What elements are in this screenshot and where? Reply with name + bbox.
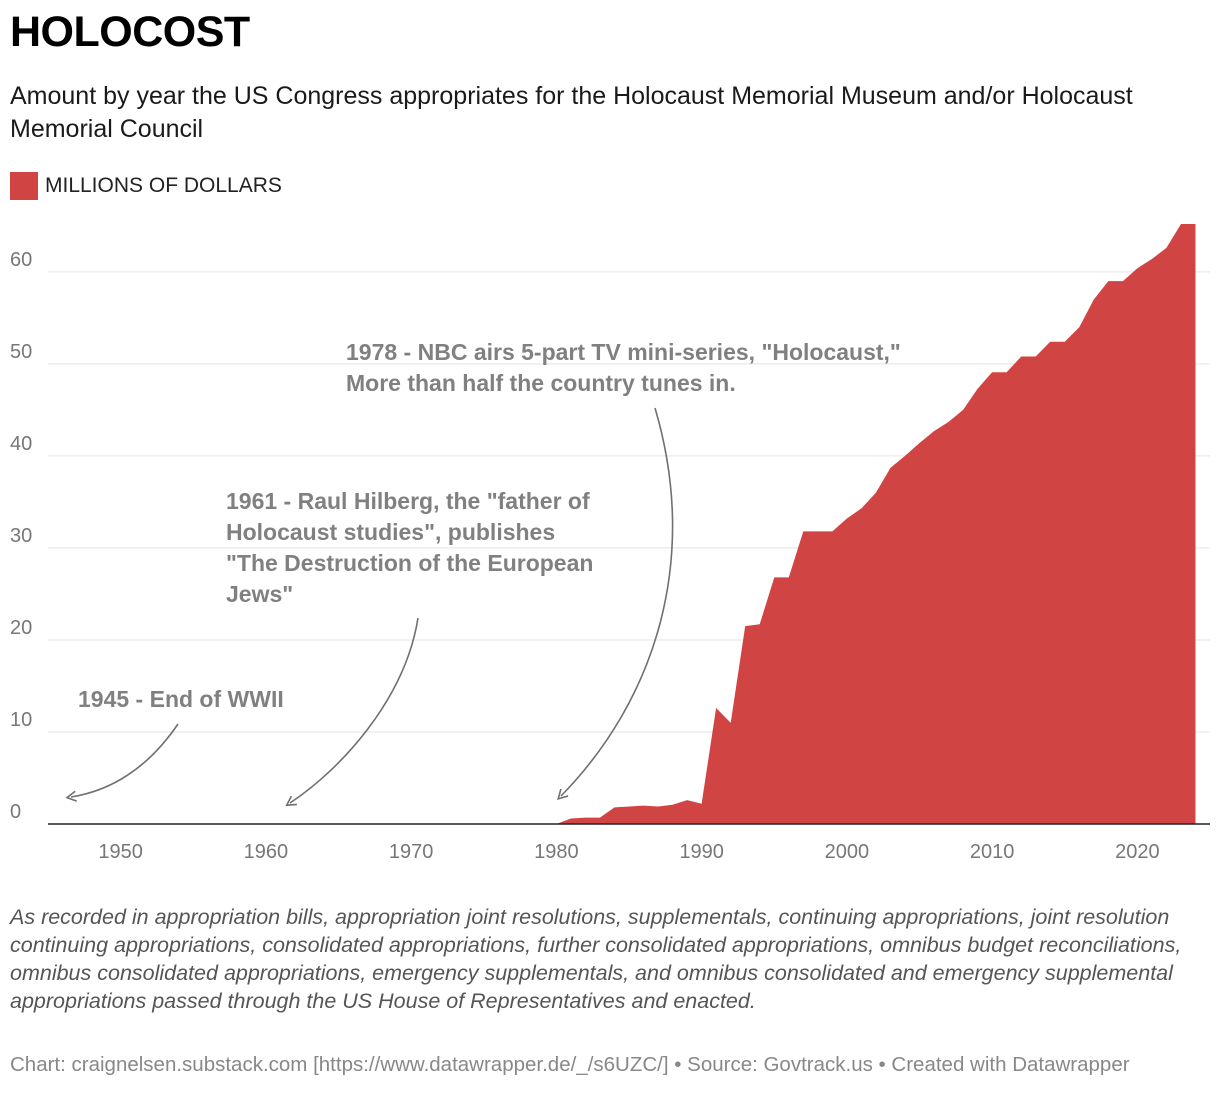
x-tick-label-2010: 2010 bbox=[970, 841, 1015, 863]
area-chart: 0 10 20 30 40 50 60 1950 1960 1970 1980 1990 2000 20… bbox=[10, 224, 1210, 863]
annotation-1-line: 1945 - End of WWII bbox=[78, 686, 284, 712]
chart-subtitle: Amount by year the US Congress appropria… bbox=[10, 82, 1133, 143]
y-tick-label-20: 20 bbox=[10, 617, 32, 639]
annotation-3-arrow bbox=[557, 407, 674, 801]
annotation-1-arrow bbox=[65, 723, 179, 802]
y-tick-label-30: 30 bbox=[10, 525, 32, 547]
y-tick-label-0: 0 bbox=[10, 801, 21, 823]
annotation-2-line: 1961 - Raul Hilberg, the "father of bbox=[226, 488, 590, 514]
area-series-millions-of-dollars bbox=[556, 224, 1196, 824]
legend: MILLIONS OF DOLLARS bbox=[10, 172, 282, 200]
annotation-2-line: "The Destruction of the European bbox=[226, 550, 593, 576]
annotation-2-line: Holocaust studies", publishes bbox=[226, 519, 555, 545]
chart-title: HOLOCOST bbox=[10, 8, 250, 56]
annotation-2-text: 1961 - Raul Hilberg, the "father of Holoc… bbox=[226, 488, 593, 607]
annotation-2-arrow bbox=[285, 617, 419, 807]
chart-credit: Chart: craignelsen.substack.com [https:/… bbox=[10, 1053, 1130, 1076]
legend-label: MILLIONS OF DOLLARS bbox=[45, 174, 282, 197]
x-tick-label-1960: 1960 bbox=[244, 841, 289, 863]
x-tick-label-1950: 1950 bbox=[98, 841, 143, 863]
x-tick-label-1990: 1990 bbox=[679, 841, 724, 863]
annotation-3-line: More than half the country tunes in. bbox=[346, 370, 736, 396]
annotation-3-text: 1978 - NBC airs 5-part TV mini-series, "… bbox=[346, 339, 901, 396]
y-tick-label-40: 40 bbox=[10, 433, 32, 455]
annotation-1-text: 1945 - End of WWII bbox=[78, 686, 284, 712]
annotation-2-line: Jews" bbox=[226, 581, 293, 607]
legend-swatch bbox=[10, 172, 38, 200]
chart-notes: As recorded in appropriation bills, appr… bbox=[10, 905, 1182, 1013]
annotation-3-line: 1978 - NBC airs 5-part TV mini-series, "… bbox=[346, 339, 901, 365]
y-tick-label-10: 10 bbox=[10, 709, 32, 731]
x-tick-label-1970: 1970 bbox=[389, 841, 434, 863]
x-tick-label-2000: 2000 bbox=[825, 841, 870, 863]
x-tick-label-2020: 2020 bbox=[1115, 841, 1160, 863]
y-tick-label-60: 60 bbox=[10, 249, 32, 271]
x-tick-label-1980: 1980 bbox=[534, 841, 579, 863]
y-tick-label-50: 50 bbox=[10, 341, 32, 363]
